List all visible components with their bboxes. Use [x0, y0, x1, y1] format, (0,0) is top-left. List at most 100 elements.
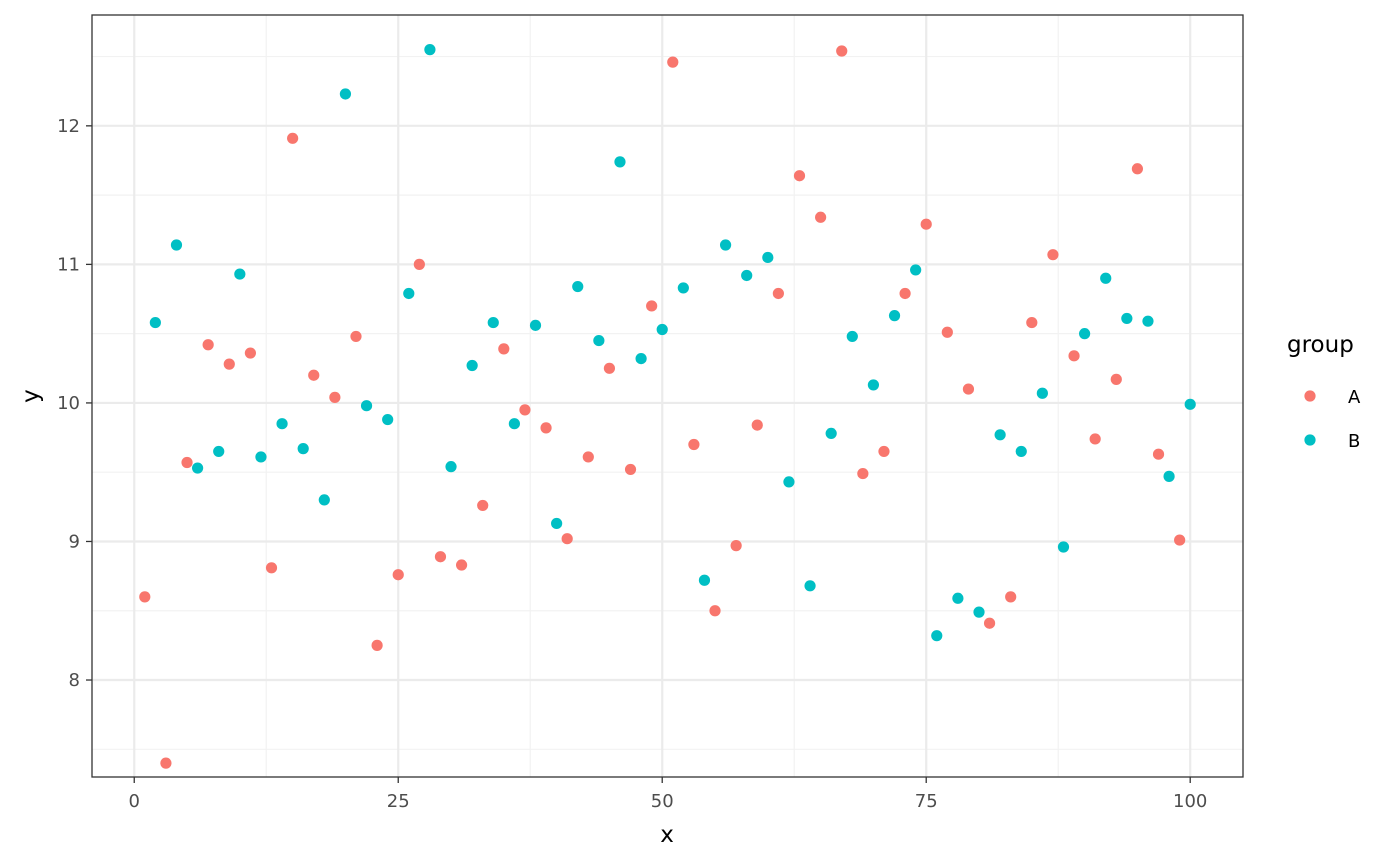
data-point-a [646, 300, 658, 312]
data-point-a [413, 258, 425, 270]
data-point-b [297, 443, 309, 455]
data-point-b [762, 251, 774, 264]
data-point-a [477, 499, 489, 512]
data-point-b [445, 461, 457, 473]
data-point-b [656, 323, 668, 336]
data-point-b [783, 476, 795, 488]
x-axis-ticks: 0 25 50 75 100 [129, 777, 1207, 812]
data-point-a [202, 339, 214, 351]
data-point-b [191, 462, 204, 474]
data-point-a [667, 56, 679, 68]
data-point-b [1036, 387, 1048, 399]
data-point-b [213, 445, 225, 458]
data-point-b [234, 268, 246, 280]
data-point-a [498, 343, 510, 355]
y-tick-label: 11 [57, 254, 80, 275]
plot-panel-background [92, 15, 1243, 777]
data-point-b [698, 574, 711, 586]
data-point-a [1152, 448, 1165, 460]
data-point-b [931, 630, 943, 642]
y-tick-label: 12 [57, 116, 80, 137]
data-point-b [846, 330, 858, 343]
data-point-b [360, 400, 373, 412]
data-point-a [878, 445, 890, 458]
data-point-a [603, 362, 616, 374]
y-tick-label: 8 [69, 670, 80, 691]
data-point-a [751, 419, 763, 431]
data-point-b [593, 334, 605, 347]
data-point-b [888, 310, 901, 322]
data-point-a [308, 369, 320, 381]
data-point-b [719, 239, 732, 251]
data-point-a [941, 326, 953, 338]
legend-key-a [1304, 390, 1316, 402]
y-tick-label: 9 [69, 531, 80, 552]
data-point-a [181, 456, 193, 469]
data-point-b [424, 44, 436, 56]
data-point-a [1131, 163, 1144, 175]
data-point-a [962, 383, 975, 395]
data-point-a [287, 132, 299, 144]
data-point-a [899, 287, 911, 300]
legend-key-b [1304, 434, 1316, 446]
data-point-b [1142, 315, 1154, 327]
data-point-b [952, 592, 964, 604]
data-point-b [508, 418, 520, 430]
data-point-a [371, 639, 383, 651]
data-point-b [382, 413, 394, 426]
data-point-b [572, 280, 584, 293]
data-point-a [1047, 249, 1059, 261]
data-point-a [983, 617, 996, 629]
data-point-b [1100, 272, 1112, 284]
data-point-b [529, 319, 542, 331]
y-tick-label: 10 [57, 393, 80, 414]
data-point-a [836, 45, 848, 57]
grid-minor [92, 15, 1243, 777]
data-points [139, 44, 1196, 769]
data-point-b [403, 287, 415, 300]
data-point-a [455, 559, 468, 571]
data-point-b [466, 359, 478, 372]
data-point-a [139, 591, 151, 603]
data-point-a [244, 347, 256, 359]
data-point-a [392, 569, 404, 581]
data-point-a [540, 422, 552, 434]
data-point-b [318, 494, 330, 506]
data-point-b [487, 316, 499, 329]
data-point-a [793, 170, 806, 182]
data-point-b [339, 88, 352, 100]
legend-label-a: A [1348, 387, 1361, 408]
data-point-b [149, 316, 161, 329]
data-point-b [910, 264, 922, 276]
data-point-b [804, 580, 816, 592]
data-point-a [709, 605, 721, 617]
data-point-b [1079, 328, 1091, 340]
y-axis-ticks: 8 9 10 11 12 [57, 116, 92, 691]
data-point-a [582, 451, 594, 463]
data-point-b [1057, 541, 1070, 553]
data-point-b [1163, 470, 1175, 482]
x-tick-label: 25 [387, 791, 410, 812]
data-point-b [614, 156, 626, 168]
data-point-a [519, 404, 531, 416]
data-point-a [815, 211, 827, 223]
data-point-a [1110, 373, 1122, 385]
data-point-a [624, 463, 637, 476]
data-point-a [857, 467, 869, 480]
data-point-b [635, 352, 647, 365]
data-point-a [265, 562, 278, 574]
data-point-b [825, 427, 837, 440]
x-tick-label: 100 [1173, 791, 1207, 812]
data-point-a [1174, 534, 1186, 546]
grid-major [92, 15, 1243, 777]
x-tick-label: 0 [129, 791, 140, 812]
data-point-a [920, 218, 932, 230]
data-point-b [677, 282, 689, 294]
data-point-b [276, 418, 288, 430]
data-point-a [688, 438, 700, 451]
data-point-b [1015, 445, 1027, 458]
data-point-b [1184, 398, 1196, 410]
legend: group A B [1287, 332, 1361, 452]
data-point-a [1068, 350, 1080, 362]
x-tick-label: 50 [651, 791, 674, 812]
